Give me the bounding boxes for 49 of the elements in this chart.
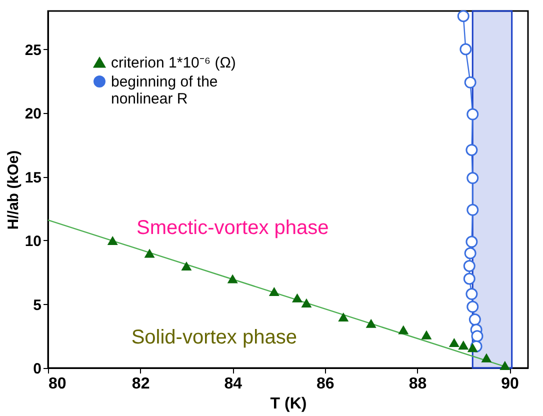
x-tick-label: 82 [132, 376, 150, 392]
point [466, 108, 479, 120]
point [107, 236, 118, 246]
point [421, 330, 432, 340]
point [366, 318, 376, 328]
y-tick-label: 5 [33, 296, 42, 314]
point [466, 144, 478, 156]
point [471, 330, 484, 342]
point [338, 312, 349, 322]
point [398, 325, 409, 334]
y-tick-label: 20 [24, 106, 42, 122]
point [466, 172, 479, 184]
point [463, 260, 476, 272]
point [500, 360, 510, 370]
y-tick-label: 0 [33, 360, 42, 378]
y-tick-label: 15 [24, 169, 42, 186]
point [301, 298, 312, 308]
x-tick-label: 86 [316, 376, 334, 392]
point [481, 353, 492, 362]
point [463, 272, 476, 285]
legend-label: beginning of the nonlinear R [111, 74, 218, 108]
point [464, 76, 476, 88]
point [464, 247, 476, 260]
point [227, 274, 238, 284]
point [466, 300, 479, 313]
x-tick-label: 80 [48, 376, 66, 392]
y-tick-label: 25 [24, 42, 42, 59]
annotation: Smectic-vortex phase [136, 216, 329, 239]
x-tick-label: 88 [408, 376, 427, 392]
annotation: Solid-vortex phase [131, 326, 297, 348]
x-tick-label: 84 [224, 376, 242, 392]
y-tick-label: 10 [24, 233, 42, 250]
point [457, 10, 470, 22]
point [292, 293, 302, 302]
point [467, 343, 478, 352]
point [466, 288, 478, 300]
point [460, 43, 472, 56]
point [466, 236, 478, 248]
point [466, 204, 479, 216]
point [268, 286, 280, 296]
point [468, 314, 481, 326]
y-axis-title: H//ab (kOe) [4, 150, 22, 230]
x-axis-title: T (K) [270, 396, 307, 412]
point [181, 261, 192, 271]
point [144, 248, 155, 258]
legend-label: criterion 1*10⁻⁶ (Ω) [111, 54, 236, 72]
point [458, 340, 469, 350]
point [448, 338, 460, 348]
x-tick-label: 90 [501, 376, 520, 392]
